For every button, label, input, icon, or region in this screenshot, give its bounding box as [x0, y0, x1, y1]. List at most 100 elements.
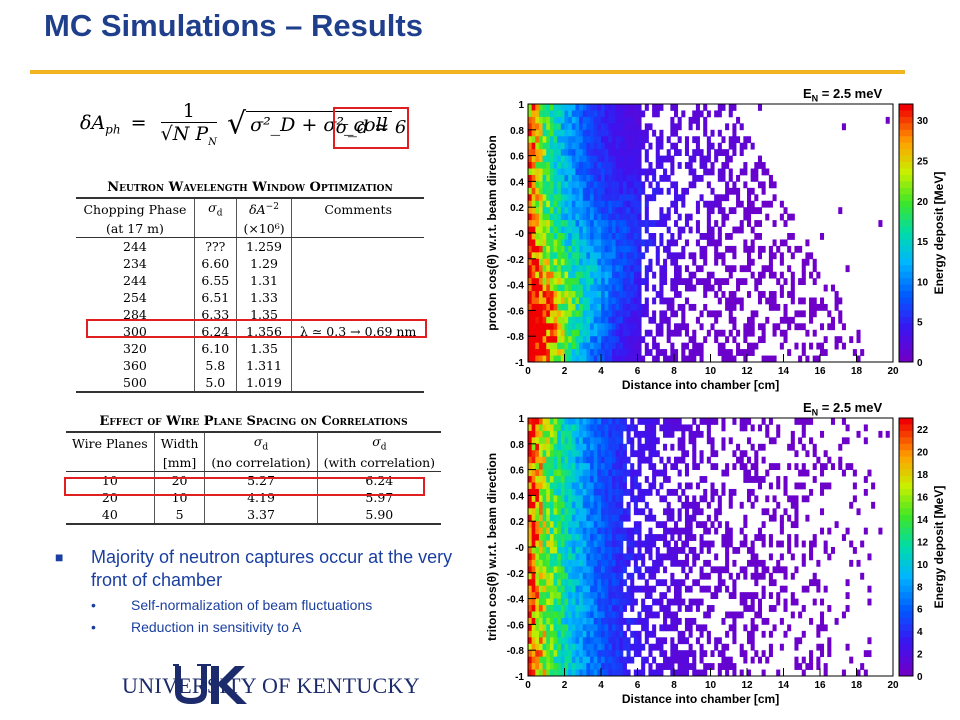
heatmap-cell — [619, 310, 624, 318]
heatmap-cell — [776, 669, 781, 677]
heatmap-cell — [568, 495, 573, 503]
heatmap-cell — [608, 239, 613, 247]
heatmap-cell — [838, 443, 843, 451]
heatmap-cell — [597, 271, 602, 279]
heatmap-cell — [728, 316, 733, 324]
heatmap-cell — [765, 656, 770, 664]
heatmap-cell — [703, 495, 708, 503]
heatmap-cell — [553, 579, 558, 587]
heatmap-cell — [560, 258, 565, 266]
heatmap-cell — [703, 162, 708, 169]
heatmap-cell — [538, 437, 543, 445]
heatmap-cell — [586, 342, 591, 350]
heatmap-cell — [579, 540, 584, 548]
heatmap-cell — [604, 547, 609, 554]
heatmap-cell — [820, 617, 825, 625]
heatmap-cell — [666, 323, 671, 331]
heatmap-cell — [652, 284, 657, 292]
heatmap-cell — [549, 611, 554, 619]
heatmap-cell — [684, 142, 689, 150]
heatmap-cell — [652, 656, 657, 664]
heatmap-cell — [590, 323, 595, 331]
heatmap-cell — [560, 617, 565, 625]
heatmap-cell — [706, 226, 711, 234]
heatmap-cell — [626, 174, 631, 182]
heatmap-cell — [706, 181, 711, 189]
heatmap-cell — [531, 540, 536, 548]
heatmap-cell — [579, 220, 584, 227]
heatmap-cell — [582, 501, 587, 509]
heatmap-cell — [644, 284, 649, 292]
heatmap-cell — [531, 258, 536, 266]
heatmap-cell — [546, 450, 551, 458]
heatmap-cell — [553, 418, 558, 425]
heatmap-cell — [553, 284, 558, 292]
heatmap-cell — [648, 527, 653, 535]
heatmap-cell — [699, 534, 704, 541]
heatmap-cell — [674, 611, 679, 619]
heatmap-cell — [801, 669, 806, 677]
heatmap-cell — [564, 463, 569, 470]
heatmap-cell — [557, 669, 562, 677]
heatmap-cell — [684, 663, 689, 670]
heatmap-cell — [560, 252, 565, 260]
heatmap-cell — [757, 534, 762, 541]
heatmap-cell — [597, 521, 602, 529]
heatmap-cell — [801, 424, 806, 432]
heatmap-cell — [557, 155, 562, 163]
heatmap-cell — [739, 456, 744, 464]
heatmap-cell — [655, 104, 660, 111]
heatmap-cell — [575, 226, 580, 234]
heatmap-cell — [601, 585, 606, 593]
heatmap-cell — [535, 136, 540, 144]
heatmap-cell — [601, 598, 606, 606]
heatmap-cell — [721, 643, 726, 651]
heatmap-cell — [604, 630, 609, 638]
heatmap-cell — [641, 355, 646, 363]
heatmap-cell — [728, 233, 733, 240]
heatmap-cell — [608, 129, 613, 137]
heatmap-cell — [542, 456, 547, 464]
heatmap-cell — [644, 149, 649, 156]
heatmap-cell — [633, 123, 638, 131]
table-row: 284 6.33 1.35 — [76, 305, 424, 323]
heatmap-cell — [871, 482, 876, 490]
heatmap-cell — [677, 252, 682, 260]
heatmap-cell — [757, 291, 762, 298]
heatmap-cell — [597, 233, 602, 240]
heatmap-cell — [670, 527, 675, 535]
heatmap-cell — [546, 213, 551, 221]
heatmap-cell — [706, 136, 711, 144]
heatmap-cell — [615, 168, 620, 176]
heatmap-cell — [619, 630, 624, 638]
heatmap-cell — [549, 258, 554, 266]
heatmap-cell — [776, 303, 781, 311]
colorbar-segment — [899, 181, 913, 189]
heatmap-cell — [659, 349, 664, 356]
heatmap-cell — [597, 226, 602, 234]
heatmap-cell — [648, 265, 653, 273]
heatmap-cell — [725, 194, 730, 202]
colorbar-segment — [899, 329, 913, 337]
heatmap-cell — [590, 650, 595, 658]
heatmap-cell — [597, 553, 602, 561]
heatmap-cell — [597, 418, 602, 425]
heatmap-cell — [568, 239, 573, 247]
heatmap-cell — [626, 336, 631, 344]
heatmap-cell — [659, 310, 664, 318]
heatmap-cell — [535, 514, 540, 522]
heatmap-cell — [560, 110, 565, 118]
heatmap-cell — [538, 450, 543, 458]
heatmap-cell — [736, 349, 741, 356]
heatmap-cell — [619, 271, 624, 279]
heatmap-cell — [601, 469, 606, 477]
heatmap-cell — [611, 424, 616, 432]
heatmap-cell — [794, 663, 799, 670]
heatmap-cell — [692, 349, 697, 356]
heatmap-cell — [779, 553, 784, 561]
heatmap-cell — [611, 437, 616, 445]
heatmap-cell — [670, 617, 675, 625]
heatmap-cell — [663, 566, 668, 574]
heatmap-cell — [553, 617, 558, 625]
heatmap-cell — [579, 265, 584, 273]
